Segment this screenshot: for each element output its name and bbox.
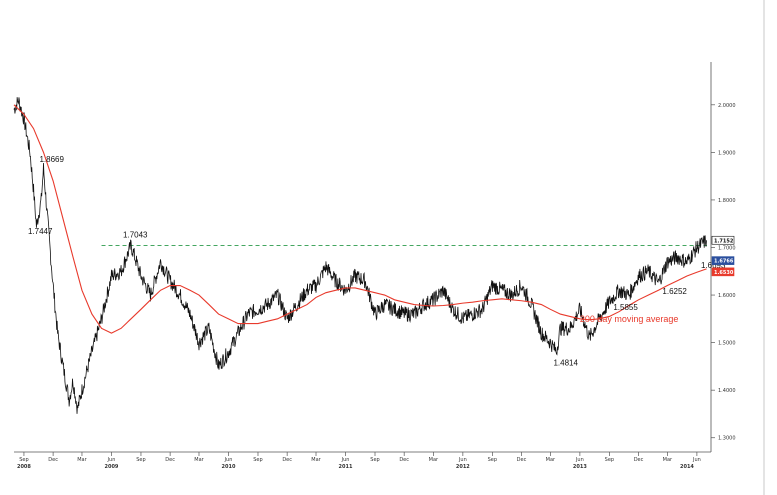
x-tick-label: Mar bbox=[546, 457, 556, 463]
y-tick-label: 1.6000 bbox=[718, 293, 736, 299]
x-tick-label: Sep bbox=[136, 457, 145, 463]
annotation-label: 1.7043 bbox=[123, 230, 148, 239]
x-year-label: 2012 bbox=[456, 464, 470, 470]
last-value-tag bbox=[711, 267, 735, 277]
x-tick-label: Jun bbox=[224, 457, 233, 463]
x-year-label: 2013 bbox=[573, 464, 587, 470]
x-tick-label: Jun bbox=[458, 457, 467, 463]
y-tick-label: 2.0000 bbox=[718, 103, 736, 109]
y-tick-label: 1.7000 bbox=[718, 245, 736, 251]
x-tick-label: Sep bbox=[370, 457, 379, 463]
annotation-label: 1.6252 bbox=[662, 287, 687, 296]
x-tick-label: Sep bbox=[253, 457, 262, 463]
x-year-label: 2011 bbox=[339, 464, 353, 470]
x-tick-label: Sep bbox=[488, 457, 497, 463]
x-year-label: 2009 bbox=[105, 464, 119, 470]
last-value-tag bbox=[711, 256, 735, 265]
x-tick-label: Dec bbox=[282, 457, 292, 463]
x-tick-label: Jun bbox=[341, 457, 350, 463]
y-axis-ticks: 2.0000 1.9000 1.8000 1.7000 1.6000 1.5000 1.40… bbox=[711, 103, 736, 442]
x-tick-label: Mar bbox=[194, 457, 204, 463]
last-value-tag-label: 1.6530 bbox=[714, 270, 734, 276]
series-200-day-moving-average bbox=[13, 104, 707, 334]
x-tick-label: Mar bbox=[311, 457, 321, 463]
x-tick-label: Mar bbox=[77, 457, 87, 463]
last-value-tag-label: 1.7152 bbox=[714, 238, 734, 244]
x-axis-ticks: Sep Dec Mar Jun Sep Dec Mar Jun Sep Dec Mar Jun Sep D… bbox=[17, 452, 701, 470]
annotation-label: 1.4814 bbox=[553, 358, 578, 367]
x-tick-label: Sep bbox=[19, 457, 28, 463]
x-tick-label: Jun bbox=[692, 457, 701, 463]
series-price-line bbox=[13, 97, 707, 414]
x-tick-label: Dec bbox=[517, 457, 527, 463]
x-tick-label: Dec bbox=[48, 457, 58, 463]
x-year-label: 2010 bbox=[222, 464, 236, 470]
y-tick-label: 1.5000 bbox=[718, 341, 736, 347]
x-tick-label: Mar bbox=[429, 457, 439, 463]
y-tick-label: 1.4000 bbox=[718, 388, 736, 394]
x-tick-label: Jun bbox=[575, 457, 584, 463]
x-year-label: 2014 bbox=[680, 464, 694, 470]
annotation-label: 1.8669 bbox=[39, 155, 64, 164]
annotation-label: 1.5855 bbox=[613, 303, 638, 312]
x-year-label: 2008 bbox=[17, 464, 31, 470]
annotation-label: 1.6693 bbox=[701, 261, 726, 270]
x-tick-label: Dec bbox=[634, 457, 644, 463]
last-value-tag-label: 1.6766 bbox=[714, 259, 734, 265]
x-tick-label: Sep bbox=[605, 457, 614, 463]
y-tick-label: 1.3000 bbox=[718, 436, 736, 442]
last-value-tags: 1.7152 1.6766 1.6530 bbox=[711, 235, 735, 277]
x-tick-label: Dec bbox=[399, 457, 409, 463]
last-value-tag bbox=[711, 235, 735, 245]
y-tick-label: 1.9000 bbox=[718, 150, 736, 156]
x-tick-label: Dec bbox=[165, 457, 175, 463]
ma-label: 200 day moving average bbox=[580, 314, 679, 324]
x-tick-label: Jun bbox=[107, 457, 116, 463]
x-tick-label: Mar bbox=[663, 457, 673, 463]
annotation-label: 1.7447 bbox=[28, 227, 53, 236]
chart-axes bbox=[14, 0, 765, 495]
annotations: 1.8669 1.7447 1.7043 1.4814 1.5855 1.6252 1.66… bbox=[28, 155, 726, 367]
y-tick-label: 1.8000 bbox=[718, 198, 736, 204]
